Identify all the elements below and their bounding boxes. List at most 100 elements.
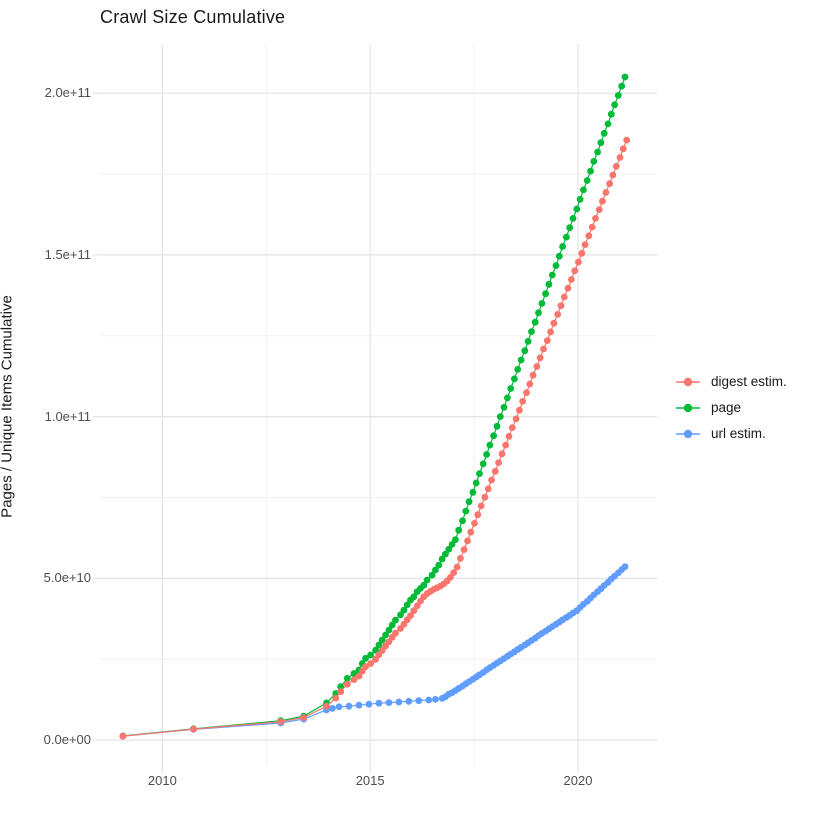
data-point <box>382 631 389 639</box>
series-url-estim <box>119 563 629 740</box>
data-point <box>462 507 470 515</box>
data-point <box>602 189 610 196</box>
data-point <box>621 563 629 571</box>
data-point <box>483 451 490 458</box>
data-point <box>432 566 439 574</box>
data-point <box>428 571 436 579</box>
data-point <box>350 670 358 677</box>
data-point <box>415 697 423 705</box>
data-point <box>498 450 506 458</box>
data-point <box>465 498 473 506</box>
data-point <box>367 651 374 659</box>
grid-major <box>100 44 657 766</box>
legend-label: page <box>711 400 742 415</box>
data-point <box>337 683 345 691</box>
data-point <box>581 241 589 249</box>
data-point <box>343 674 351 682</box>
data-point <box>559 243 566 250</box>
data-point <box>407 612 414 619</box>
data-point <box>526 380 534 388</box>
data-point <box>535 309 542 317</box>
data-point <box>521 347 529 355</box>
data-point <box>496 413 504 420</box>
data-point <box>578 249 586 257</box>
data-point <box>531 318 539 326</box>
data-point <box>300 714 308 721</box>
data-point <box>467 528 475 536</box>
legend: digest estim. page url estim. <box>674 374 787 441</box>
data-point <box>619 145 627 153</box>
data-point <box>190 725 197 733</box>
data-point <box>432 696 439 703</box>
x-tick-label: 2015 <box>355 773 385 788</box>
legend-item-url-estim: url estim. <box>674 426 787 441</box>
data-point <box>594 148 601 156</box>
data-point <box>405 697 413 705</box>
data-point <box>355 701 363 709</box>
data-point <box>548 271 556 279</box>
data-point <box>119 732 127 740</box>
data-point <box>332 694 340 702</box>
data-point <box>425 696 433 704</box>
data-point <box>611 101 618 109</box>
data-point <box>616 154 624 161</box>
data-point <box>580 186 587 194</box>
legend-key-line-dot-icon <box>676 377 700 386</box>
data-point <box>395 698 403 706</box>
data-point <box>345 702 353 710</box>
data-point <box>592 215 599 222</box>
data-point <box>452 536 459 543</box>
data-point <box>504 394 511 402</box>
data-point <box>569 215 577 222</box>
data-point <box>343 680 351 688</box>
data-point <box>493 422 501 430</box>
legend-key-line-dot-icon <box>676 403 700 412</box>
data-point <box>500 403 508 411</box>
data-point <box>552 262 560 269</box>
data-point <box>474 511 482 519</box>
data-point <box>355 672 363 680</box>
data-point <box>385 626 393 634</box>
data-point <box>448 541 456 548</box>
data-point <box>543 337 551 344</box>
data-point <box>508 424 516 431</box>
data-point <box>469 488 477 496</box>
data-point <box>516 406 523 414</box>
data-point <box>604 120 612 128</box>
data-point <box>514 366 522 373</box>
data-point <box>609 171 617 179</box>
data-point <box>400 606 408 614</box>
data-point <box>329 705 336 712</box>
data-point <box>460 546 468 553</box>
data-point <box>547 328 554 336</box>
data-point <box>484 485 492 493</box>
data-point <box>505 433 513 440</box>
data-point <box>397 611 404 619</box>
data-point <box>423 576 431 584</box>
y-tick-label: 2.0e+11 <box>44 85 91 101</box>
data-point <box>457 554 464 562</box>
data-point <box>350 676 358 683</box>
data-point <box>378 636 386 644</box>
data-point <box>453 563 461 571</box>
data-point <box>464 537 471 545</box>
data-point <box>590 158 598 165</box>
data-point <box>502 441 510 449</box>
data-point <box>566 224 574 232</box>
data-point <box>623 136 631 144</box>
data-point <box>335 703 343 711</box>
data-point <box>573 205 581 213</box>
data-point <box>450 569 458 576</box>
data-point <box>575 258 582 266</box>
data-point <box>442 550 449 558</box>
data-point <box>557 302 565 310</box>
data-point <box>486 441 494 449</box>
data-point <box>563 233 570 241</box>
legend-item-digest-estim: digest estim. <box>674 374 787 389</box>
data-point <box>481 493 489 501</box>
data-point <box>587 167 594 175</box>
data-point <box>599 197 606 205</box>
data-point <box>528 328 535 335</box>
data-point <box>507 385 515 392</box>
